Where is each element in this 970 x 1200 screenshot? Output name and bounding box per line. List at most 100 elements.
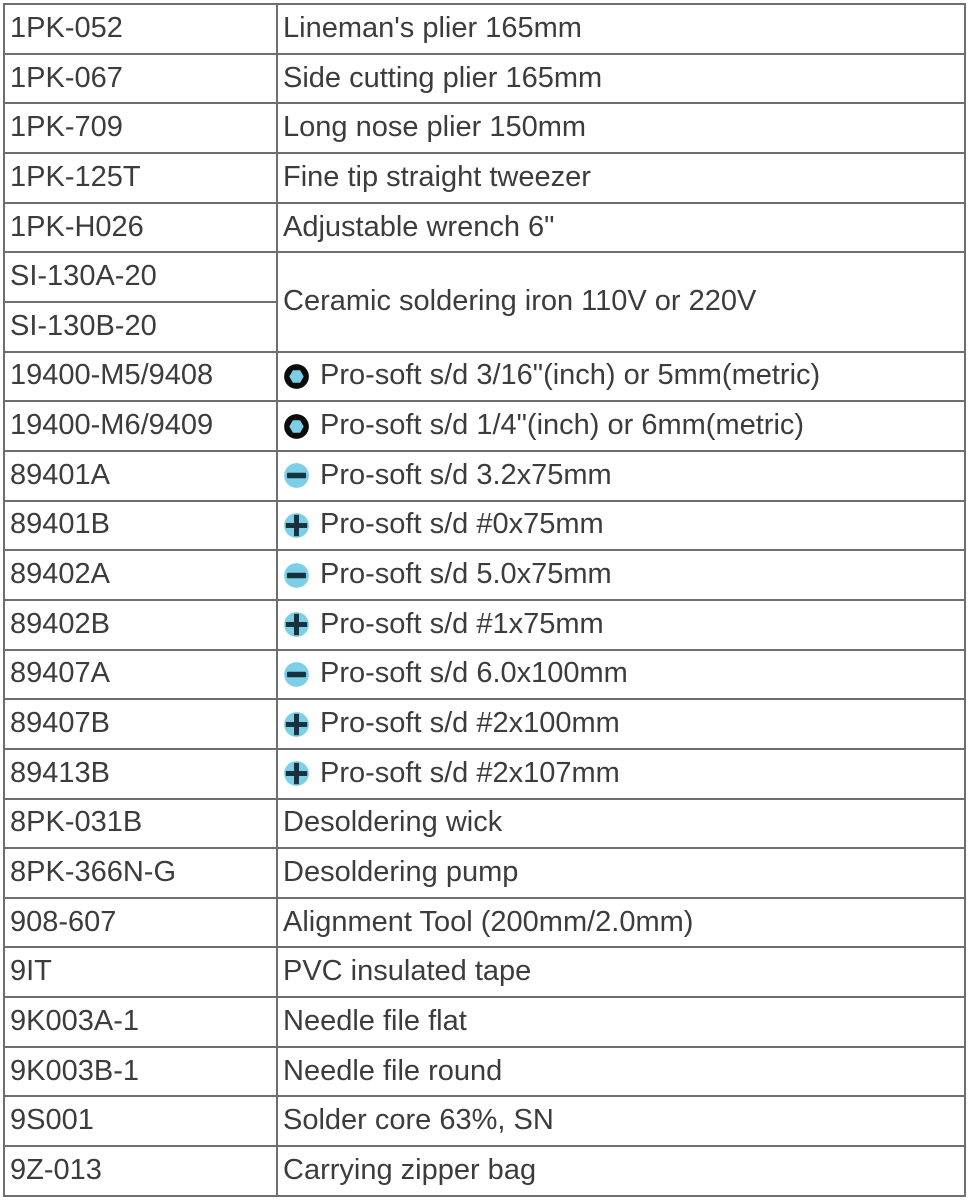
part-description-text: Desoldering pump: [283, 856, 519, 889]
table-row: 89402B Pro-soft s/d #1x75mm: [3, 598, 966, 651]
table-row: 1PK-709 Long nose plier 150mm: [3, 102, 966, 154]
table-row: 1PK-067 Side cutting plier 165mm: [3, 52, 966, 105]
table-row: 89401A Pro-soft s/d 3.2x75mm: [3, 449, 966, 502]
part-description-wrap: Pro-soft s/d #1x75mm: [283, 607, 960, 641]
part-description-cell: Pro-soft s/d 6.0x100mm: [276, 648, 966, 701]
part-code-cell: 1PK-052: [3, 3, 278, 55]
part-description-wrap: Pro-soft s/d 1/4"(inch) or 6mm(metric): [283, 409, 960, 442]
table-row: 908-607 Alignment Tool (200mm/2.0mm): [3, 896, 966, 949]
part-code-cell: 89407B: [3, 698, 278, 750]
part-description-wrap: Ceramic soldering iron 110V or 220V: [283, 284, 960, 318]
part-description-text: Lineman's plier 165mm: [283, 11, 582, 44]
part-description-cell: Solder core 63%, SN: [276, 1095, 966, 1148]
nut-driver-icon: [283, 413, 310, 440]
table-row: 89401B Pro-soft s/d #0x75mm: [3, 499, 966, 552]
nut-driver-icon: [283, 363, 310, 390]
part-code-cell: 1PK-709: [3, 102, 278, 154]
phillips-screwdriver-icon: [283, 611, 310, 638]
part-code-cell: 89402A: [3, 549, 278, 601]
part-description-text: Needle file flat: [283, 1005, 467, 1037]
part-description-text: Pro-soft s/d 3.2x75mm: [320, 458, 612, 491]
part-code-cell: 1PK-H026: [3, 201, 278, 254]
part-description-wrap: Solder core 63%, SN: [283, 1104, 960, 1137]
part-description-text: Side cutting plier 165mm: [283, 61, 603, 94]
part-description-wrap: Pro-soft s/d #0x75mm: [283, 509, 960, 541]
part-code-cell: SI-130B-20: [3, 300, 278, 353]
part-description-cell: Pro-soft s/d 3.2x75mm: [276, 449, 966, 502]
part-code-cell: 9K003B-1: [3, 1045, 278, 1098]
table-row: 9IT PVC insulated tape: [3, 946, 966, 999]
phillips-screwdriver-icon: [283, 711, 310, 738]
part-description-wrap: Needle file flat: [283, 1005, 960, 1038]
part-description-cell: Desoldering pump: [276, 847, 966, 899]
flat-screwdriver-icon: [283, 462, 310, 489]
table-row: 1PK-052 Lineman's plier 165mm: [3, 3, 966, 55]
part-description-wrap: Desoldering wick: [283, 806, 960, 839]
part-description-cell: Ceramic soldering iron 110V or 220V: [276, 251, 966, 353]
part-description-wrap: Pro-soft s/d 3/16"(inch) or 5mm(metric): [283, 360, 960, 392]
part-code-cell: 19400-M5/9408: [3, 350, 278, 403]
table-row: 9K003B-1 Needle file round: [3, 1045, 966, 1098]
part-description-wrap: Pro-soft s/d #2x107mm: [283, 756, 960, 790]
part-description-cell: Pro-soft s/d 5.0x75mm: [276, 549, 966, 601]
part-description-wrap: Long nose plier 150mm: [283, 111, 960, 144]
table-row: 9Z-013 Carrying zipper bag: [3, 1145, 966, 1197]
part-description-text: Long nose plier 150mm: [283, 111, 587, 144]
table-row: SI-130B-20: [3, 300, 965, 353]
part-code-cell: 89407A: [3, 648, 278, 701]
table-row: 19400-M5/9408 Pro-soft s/d 3/16"(inch) or…: [3, 350, 966, 403]
part-description-cell: Pro-soft s/d 3/16"(inch) or 5mm(metric): [276, 350, 966, 403]
part-code-cell: 89413B: [3, 747, 278, 800]
table-row: 9S001 Solder core 63%, SN: [3, 1095, 966, 1148]
part-code-cell: 19400-M6/9409: [3, 400, 278, 452]
part-description-text: Adjustable wrench 6": [283, 210, 555, 243]
phillips-screwdriver-icon: [283, 760, 310, 787]
part-code-cell: 908-607: [3, 896, 278, 949]
part-description-text: Pro-soft s/d #1x75mm: [320, 607, 604, 640]
part-description-cell: Side cutting plier 165mm: [276, 52, 966, 105]
part-description-text: Pro-soft s/d #0x75mm: [320, 508, 604, 541]
table-row: 89407A Pro-soft s/d 6.0x100mm: [3, 648, 966, 701]
part-description-wrap: Side cutting plier 165mm: [283, 61, 960, 95]
part-description-wrap: Lineman's plier 165mm: [283, 11, 960, 45]
part-description-wrap: Adjustable wrench 6": [283, 210, 960, 244]
part-description-cell: Long nose plier 150mm: [276, 102, 966, 154]
part-description-text: Pro-soft s/d 1/4"(inch) or 6mm(metric): [320, 409, 805, 442]
table-row: SI-130A-20 Ceramic soldering iron 110V or…: [3, 251, 966, 353]
part-description-cell: Adjustable wrench 6": [276, 201, 966, 254]
parts-table-body: 1PK-052 Lineman's plier 165mm 1PK-067 Side …: [3, 3, 966, 1197]
part-description-wrap: PVC insulated tape: [283, 955, 960, 988]
part-description-cell: Pro-soft s/d 1/4"(inch) or 6mm(metric): [276, 400, 966, 452]
phillips-screwdriver-icon: [283, 512, 310, 539]
part-description-text: Pro-soft s/d #2x107mm: [320, 756, 620, 789]
part-code-cell: SI-130A-20: [3, 251, 278, 303]
part-description-text: Pro-soft s/d 6.0x100mm: [320, 657, 628, 690]
table-row: 8PK-031B Desoldering wick: [3, 797, 966, 850]
part-code-cell: 8PK-366N-G: [3, 847, 278, 899]
part-description-text: Pro-soft s/d 5.0x75mm: [320, 558, 612, 591]
table-row: 19400-M6/9409 Pro-soft s/d 1/4"(inch) or …: [3, 400, 966, 452]
table-row: 8PK-366N-G Desoldering pump: [3, 847, 966, 899]
flat-screwdriver-icon: [283, 661, 310, 688]
table-row: 89413B Pro-soft s/d #2x107mm: [3, 747, 966, 800]
part-description-cell: Fine tip straight tweezer: [276, 151, 966, 204]
part-description-text: Ceramic soldering iron 110V or 220V: [283, 284, 757, 317]
part-description-text: Carrying zipper bag: [283, 1154, 537, 1187]
part-description-wrap: Fine tip straight tweezer: [283, 161, 960, 194]
table-row: 1PK-125T Fine tip straight tweezer: [3, 151, 966, 204]
part-description-cell: Alignment Tool (200mm/2.0mm): [276, 896, 966, 949]
part-description-wrap: Pro-soft s/d 6.0x100mm: [283, 658, 960, 690]
part-code-cell: 89401A: [3, 449, 278, 502]
part-description-cell: Pro-soft s/d #2x100mm: [276, 698, 966, 750]
part-description-wrap: Pro-soft s/d 3.2x75mm: [283, 458, 960, 492]
part-description-text: Solder core 63%, SN: [283, 1104, 554, 1137]
part-code-cell: 89402B: [3, 598, 278, 651]
table-row: 1PK-H026 Adjustable wrench 6": [3, 201, 966, 254]
part-description-text: Pro-soft s/d #2x100mm: [320, 707, 620, 740]
part-description-cell: Desoldering wick: [276, 797, 966, 850]
part-description-cell: Needle file round: [276, 1045, 966, 1098]
table-row: 89402A Pro-soft s/d 5.0x75mm: [3, 549, 966, 601]
part-description-wrap: Pro-soft s/d #2x100mm: [283, 707, 960, 740]
part-description-cell: PVC insulated tape: [276, 946, 966, 999]
